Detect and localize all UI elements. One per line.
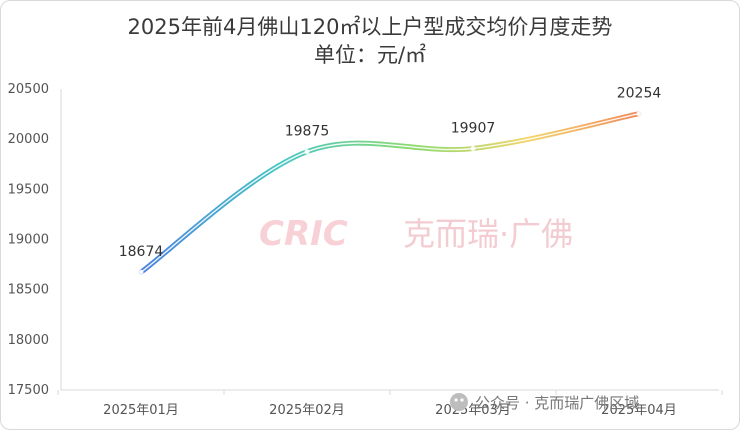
data-point xyxy=(304,149,310,155)
chart-subtitle: 单位：元/㎡ xyxy=(313,43,427,67)
watermark-logo: CRIC 克而瑞·广佛 xyxy=(259,214,573,254)
axes: 17500 18000 18500 19000 19500 20000 20500 2025年… xyxy=(8,82,723,418)
y-tick-label: 18000 xyxy=(8,333,49,348)
data-label: 19875 xyxy=(285,124,330,140)
footer-text: 公众号 · 克而瑞广佛区域 xyxy=(475,394,639,412)
data-label: 19907 xyxy=(451,120,496,136)
y-tick-label: 17500 xyxy=(8,383,49,398)
wechat-icon-eye-left xyxy=(454,398,458,402)
y-tick-label: 19000 xyxy=(8,233,49,248)
data-label: 18674 xyxy=(119,244,164,260)
y-tick-label: 18500 xyxy=(8,283,49,298)
data-point xyxy=(636,111,642,117)
series-line-highlight xyxy=(140,112,640,273)
data-point xyxy=(138,269,144,275)
wechat-icon-eye-right xyxy=(460,398,464,402)
series-line xyxy=(138,111,642,275)
x-tick-label: 2025年01月 xyxy=(103,403,179,418)
data-label: 20254 xyxy=(617,86,662,102)
x-tick-label: 2025年02月 xyxy=(269,403,345,418)
y-tick-label: 19500 xyxy=(8,182,49,197)
wechat-icon xyxy=(450,393,468,411)
data-point xyxy=(470,145,476,151)
y-tick-label: 20500 xyxy=(8,82,49,97)
x-tick-label: 2025年04月 xyxy=(601,403,677,418)
watermark-logo-text: CRIC xyxy=(259,214,348,254)
chart-title: 2025年前4月佛山120㎡以上户型成交均价月度走势 xyxy=(127,15,613,39)
y-tick-label: 20000 xyxy=(8,132,49,147)
data-labels: 18674 19875 19907 20254 xyxy=(119,86,662,261)
watermark-text: 克而瑞·广佛 xyxy=(403,215,573,253)
footer-watermark: 公众号 · 克而瑞广佛区域 xyxy=(450,393,639,412)
